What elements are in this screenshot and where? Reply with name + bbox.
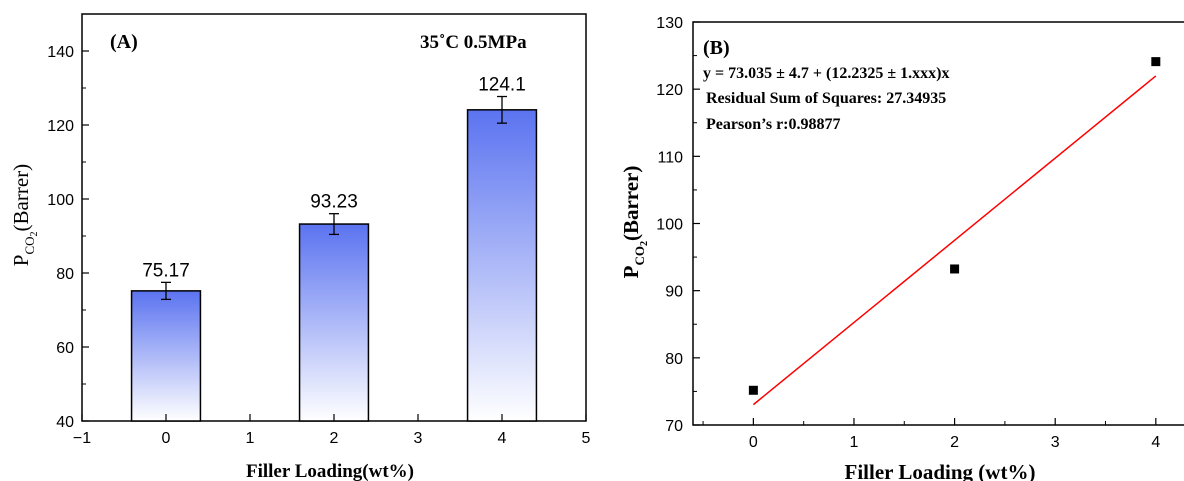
- panel-a-y-axis-title: PCO2(Barrer): [9, 164, 40, 266]
- value-label: 75.17: [142, 260, 190, 281]
- panel-a-value-labels: 75.17 93.23 124.1: [142, 75, 526, 282]
- value-label: 124.1: [478, 75, 526, 96]
- bar: [298, 223, 370, 422]
- data-point: [748, 385, 758, 395]
- panel-b-x-axis: 0 1 2 3 4: [702, 418, 1160, 451]
- y-tick-label: 70: [665, 418, 683, 435]
- x-tick-label: 4: [1151, 434, 1160, 451]
- x-tick-label: 3: [1051, 434, 1060, 451]
- panel-a-x-axis-title: Filler Loading(wt%): [246, 461, 414, 481]
- panel-b-x-axis-title: Filler Loading (wt%): [845, 460, 1036, 481]
- panel-b-fit-equation: y = 73.035 ± 4.7 + (12.2325 ± 1.xxx)x: [703, 65, 949, 82]
- panel-b-fit-line: [752, 75, 1157, 406]
- x-tick-label: 1: [850, 434, 859, 451]
- y-tick-label: 80: [56, 266, 74, 283]
- panel-b-y-axis-title-sub: CO: [632, 246, 647, 266]
- x-tick-label: 3: [414, 430, 423, 447]
- panel-a-error-bars: [161, 95, 507, 301]
- x-tick-label: −1: [73, 430, 91, 447]
- panel-b-pearson-r: Pearson’s r:0.98877: [706, 116, 841, 133]
- panel-b-scatter-chart: 70 80 90 100 110 120 130 0 1 2 3 4 (B) y = 73.035 …: [619, 15, 1184, 481]
- bar: [466, 109, 538, 422]
- panel-b-y-axis-title-unit: (Barrer): [619, 166, 643, 241]
- panel-a-y-axis-title-sub2: 2: [29, 231, 40, 236]
- y-tick-label: 140: [47, 44, 74, 61]
- x-tick-label: 5: [582, 430, 591, 447]
- panel-a-x-axis: −1 0 1 2 3 4 5: [73, 414, 591, 447]
- y-tick-label: 80: [665, 351, 683, 368]
- x-tick-label: 4: [498, 430, 507, 447]
- panel-a-bar-chart: 40 60 80 100 120 140 −1 0 1 2 3 4 5 75.17 93.23 124.1…: [9, 13, 591, 481]
- data-point: [950, 264, 960, 274]
- y-tick-label: 90: [665, 284, 683, 301]
- panel-a-annotation: 35˚C 0.5MPa: [420, 32, 527, 53]
- panel-b-y-axis-title-sub2: 2: [639, 241, 650, 246]
- y-tick-label: 100: [47, 192, 74, 209]
- panel-a-y-axis-title-unit: (Barrer): [9, 164, 33, 232]
- x-tick-label: 2: [950, 434, 959, 451]
- y-tick-label: 60: [56, 340, 74, 357]
- data-point: [1151, 57, 1161, 67]
- y-tick-label: 130: [656, 15, 683, 32]
- panel-a-label: (A): [110, 31, 138, 53]
- panel-b-annotation-text: y = 73.035 ± 4.7 + (12.2325 ± 1.xxx)x Re…: [703, 65, 949, 133]
- x-tick-label: 0: [749, 434, 758, 451]
- panel-b-y-axis-title: PCO2(Barrer): [619, 166, 650, 279]
- panel-a-y-axis-title-symbol: P: [9, 255, 33, 267]
- panel-b-plot-frame: [692, 21, 1184, 426]
- y-tick-label: 100: [656, 217, 683, 234]
- y-tick-label: 120: [47, 118, 74, 135]
- y-tick-label: 110: [657, 149, 683, 166]
- bar: [130, 290, 202, 422]
- y-tick-label: 40: [56, 414, 74, 431]
- panel-a-y-axis-title-sub: CO: [22, 236, 37, 254]
- y-tick-label: 120: [656, 82, 683, 99]
- value-label: 93.23: [310, 192, 358, 213]
- panel-b-label: (B): [703, 37, 730, 59]
- x-tick-label: 0: [162, 430, 171, 447]
- x-tick-label: 2: [330, 430, 339, 447]
- x-tick-label: 1: [246, 430, 255, 447]
- panel-b-data-points: [748, 57, 1161, 395]
- panel-a-y-axis: 40 60 80 100 120 140: [47, 44, 89, 431]
- panel-b-y-axis-title-symbol: P: [619, 265, 643, 278]
- panel-a-bars: [130, 109, 538, 422]
- panel-b-residual-sum-of-squares: Residual Sum of Squares: 27.34935: [706, 90, 946, 107]
- panel-b-y-axis: 70 80 90 100 110 120 130: [656, 15, 700, 435]
